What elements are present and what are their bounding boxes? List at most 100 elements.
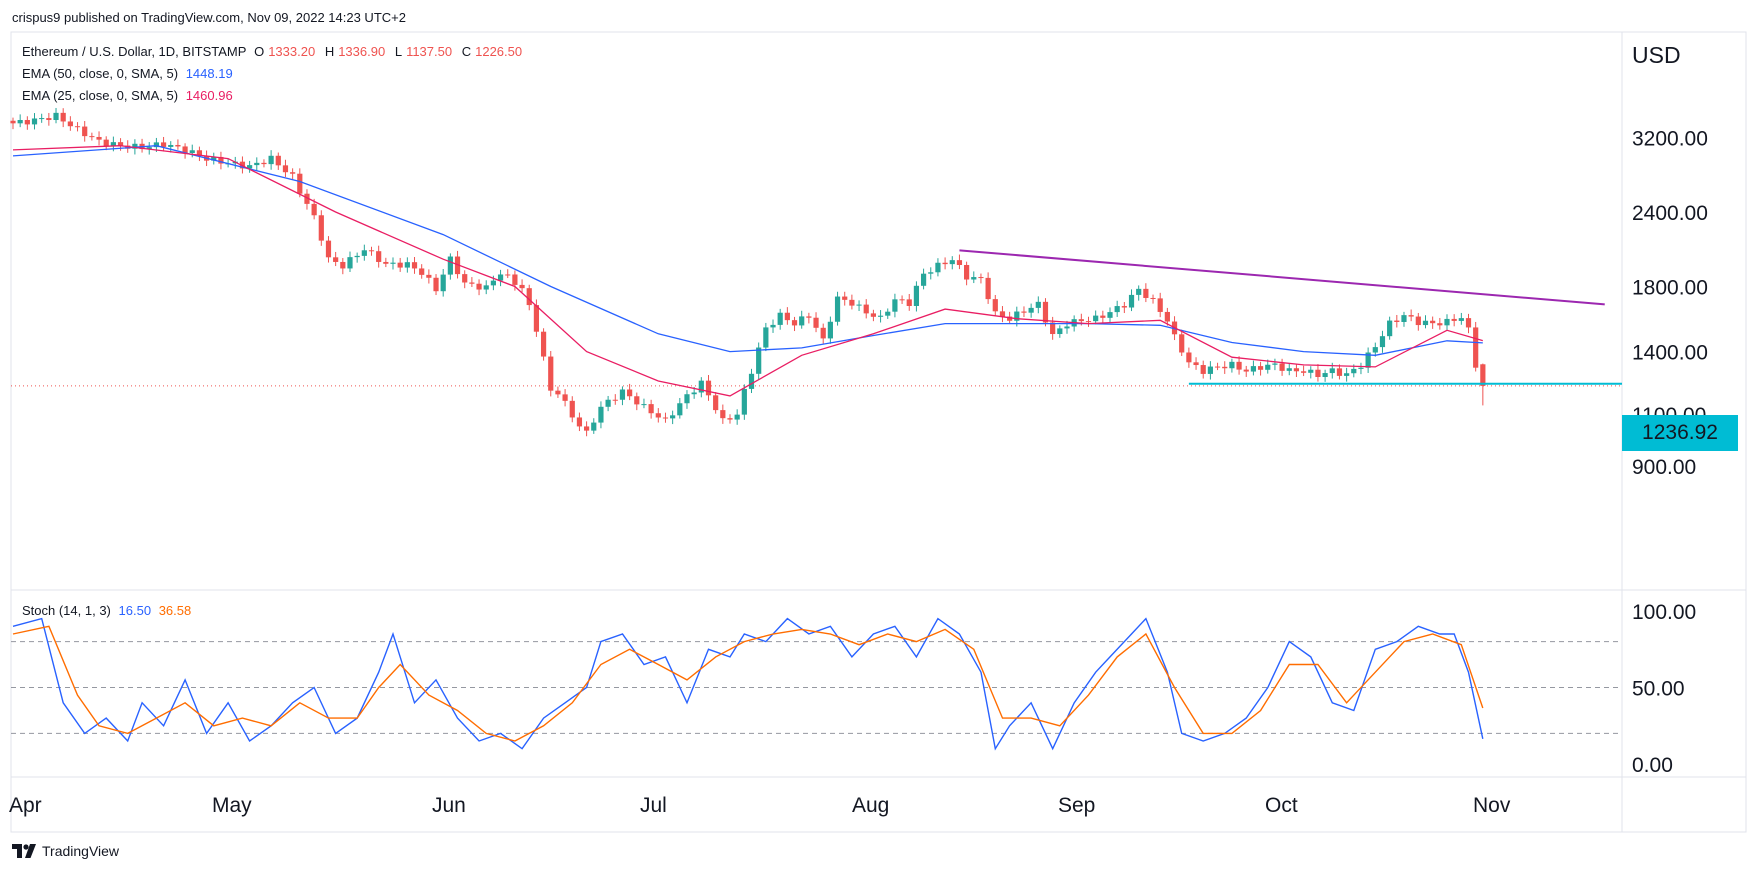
candle-body [928,272,934,274]
candle-body [705,380,712,396]
tradingview-logo[interactable]: TradingView [12,843,119,859]
candle-body [834,296,841,322]
candle-body [1336,368,1343,376]
candle-body [110,142,116,147]
stoch-legend[interactable]: Stoch (14, 1, 3) 16.50 36.58 [22,603,195,618]
candle-body [906,299,912,306]
candlestick-series [10,107,1486,437]
candle-body [1200,365,1206,374]
candle-body [1473,327,1479,368]
candle-body [612,399,618,401]
candle-body [132,143,138,149]
candle-body [146,147,152,150]
candle-body [634,396,640,405]
ema25-legend[interactable]: EMA (25, close, 0, SMA, 5) 1460.96 [22,88,237,103]
candle-body [842,296,848,300]
candle-body [440,274,446,292]
candle-body [1164,311,1170,322]
candle-body [992,299,998,312]
candle-body [942,262,948,265]
tradingview-logo-icon [12,844,36,858]
candle-body [627,389,633,397]
candle-body [741,388,747,415]
candle-body [562,394,568,401]
tradingview-logo-text: TradingView [42,843,120,859]
candle-body [60,112,66,122]
candle-body [763,327,769,348]
candle-body [913,285,920,306]
candle-body [1064,326,1070,329]
candle-body [1301,371,1307,373]
candle-body [1372,347,1378,353]
stoch-tick-label: 100.00 [1632,601,1696,624]
candle-body [411,262,418,269]
candle-body [1114,306,1120,313]
month-label: Aug [852,794,889,817]
candle-body [641,404,647,406]
candle-body [1257,366,1264,370]
candle-body [870,313,876,317]
open-key: O [254,44,265,59]
candle-body [1021,311,1027,313]
candle-body [1286,368,1292,371]
candle-body [1214,366,1221,368]
candle-body [863,304,869,314]
candle-body [268,155,274,165]
candle-body [117,142,124,146]
ema50-line [12,145,1483,356]
price-tick-label: 2400.00 [1632,202,1708,225]
candle-body [89,136,95,138]
chart-frame [10,31,1747,833]
candle-body [275,155,281,166]
candle-body [404,262,410,268]
price-tick-label: 1800.00 [1632,277,1708,300]
candle-body [1014,311,1020,321]
candle-body [376,251,382,262]
candle-body [1480,364,1486,386]
candle-body [46,118,52,121]
candle-body [1207,366,1213,374]
candle-body [1222,366,1228,369]
candle-body [74,126,81,128]
ema50-legend[interactable]: EMA (50, close, 0, SMA, 5) 1448.19 [22,66,237,81]
candle-body [1408,315,1414,317]
candle-body [1401,315,1407,322]
candle-body [1351,368,1357,374]
candle-body [333,257,339,262]
candle-body [1229,361,1235,369]
ema25-line [12,145,1483,397]
candle-body [325,240,332,258]
descending-trendline[interactable] [959,249,1605,306]
candle-body [297,173,303,194]
candle-body [290,172,296,174]
candle-body [1143,288,1149,298]
low-value: 1137.50 [406,44,453,59]
candle-body [655,413,661,418]
candle-body [218,156,224,164]
candle-body [447,256,453,275]
candle-body [476,283,482,290]
candle-body [935,262,941,273]
month-label: Apr [9,794,42,817]
candle-body [892,299,898,312]
stoch-k-line [12,617,1484,751]
candle-body [24,119,30,125]
candle-body [1265,364,1271,370]
candle-body [175,144,181,147]
stoch-tick-label: 0.00 [1632,754,1673,777]
candle-body [103,139,109,147]
ema50-label: EMA (50, close, 0, SMA, 5) [22,66,179,81]
candle-body [698,380,704,393]
time-axis-labels: Apr May Jun Jul Aug Sep Oct Nov [9,794,1511,817]
candle-body [483,285,489,290]
candle-body [1379,336,1386,348]
candle-body [1422,320,1429,326]
candle-body [784,312,790,321]
candle-body [168,144,174,147]
candle-body [727,418,733,420]
candle-body [318,215,324,241]
candle-body [1451,318,1457,321]
month-label: Sep [1058,794,1095,817]
